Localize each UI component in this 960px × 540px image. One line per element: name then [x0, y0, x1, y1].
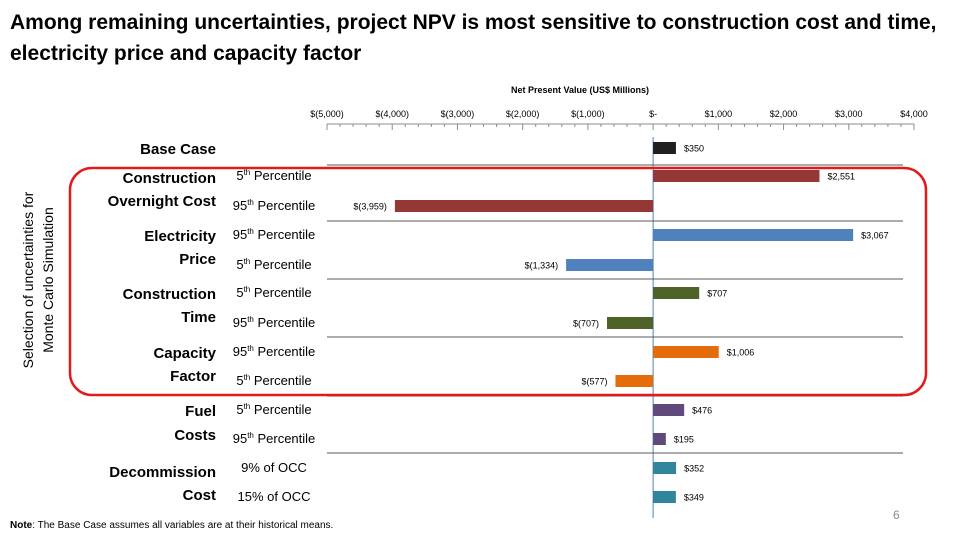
- x-tick-label: $(3,000): [441, 109, 475, 119]
- case-label: 15% of OCC: [237, 489, 311, 504]
- bar: [653, 462, 677, 474]
- case-label: 95th Percentile: [232, 315, 316, 330]
- bar-value-label: $349: [684, 493, 704, 503]
- bar-value-label: $195: [674, 435, 694, 445]
- bar: [394, 200, 654, 212]
- group-label: Overnight Cost: [107, 193, 216, 210]
- group-label: Fuel: [185, 403, 216, 420]
- bar-value-label: $1,006: [727, 348, 755, 358]
- bar-value-label: $(577): [581, 377, 607, 387]
- bar: [653, 287, 700, 299]
- highlight-box: [68, 166, 928, 397]
- x-tick-label: $1,000: [705, 109, 733, 119]
- x-tick-label: $(1,000): [571, 109, 605, 119]
- group-label: Factor: [170, 368, 216, 385]
- footnote: Note: The Base Case assumes all variable…: [10, 520, 333, 531]
- group-label: Construction: [122, 170, 216, 187]
- group-label: Costs: [174, 427, 216, 444]
- bar: [653, 491, 676, 503]
- slide-title: Among remaining uncertainties, project N…: [10, 11, 937, 65]
- x-tick-label: $-: [649, 109, 657, 119]
- group-label: Price: [179, 251, 216, 268]
- x-tick-label: $(2,000): [506, 109, 540, 119]
- bar: [653, 170, 820, 182]
- bar: [653, 346, 719, 358]
- footnote-bold: Note: [10, 520, 33, 531]
- bar-value-label: $2,551: [827, 172, 855, 182]
- bar: [606, 317, 654, 329]
- case-label: 5th Percentile: [236, 257, 312, 272]
- bar: [653, 142, 676, 154]
- group-label: Construction: [122, 286, 216, 303]
- bar: [653, 404, 685, 416]
- bar-value-label: $(3,959): [353, 202, 387, 212]
- case-label: 95th Percentile: [232, 198, 316, 213]
- case-label: 5th Percentile: [236, 373, 312, 388]
- group-label: Capacity: [153, 345, 216, 362]
- footnote-text: : The Base Case assumes all variables ar…: [32, 520, 334, 531]
- case-label: 5th Percentile: [236, 285, 312, 300]
- page-number: 6: [893, 508, 900, 522]
- group-label: Base Case: [140, 141, 216, 158]
- bar: [653, 229, 854, 241]
- x-tick-label: $4,000: [900, 109, 928, 119]
- bar-value-label: $350: [684, 144, 704, 154]
- x-tick-label: $3,000: [835, 109, 863, 119]
- case-label: 95th Percentile: [232, 344, 316, 359]
- case-label: 5th Percentile: [236, 168, 312, 183]
- bar-value-label: $707: [707, 289, 727, 299]
- case-label: 95th Percentile: [232, 431, 316, 446]
- bar: [566, 259, 654, 271]
- x-tick-label: $(4,000): [375, 109, 409, 119]
- group-label: Cost: [182, 487, 216, 504]
- group-label: Decommission: [109, 464, 216, 481]
- case-label: 95th Percentile: [232, 227, 316, 242]
- bar-value-label: $(1,334): [525, 261, 559, 271]
- x-tick-label: $2,000: [770, 109, 798, 119]
- group-label: Electricity: [144, 228, 216, 245]
- case-label: 5th Percentile: [236, 402, 312, 417]
- bar-value-label: $(707): [573, 319, 599, 329]
- axis-title: Net Present Value (US$ Millions): [510, 85, 650, 95]
- bar: [653, 433, 666, 445]
- bar-value-label: $352: [684, 464, 704, 474]
- group-label: Time: [181, 309, 216, 326]
- case-label: 9% of OCC: [241, 460, 307, 475]
- bar-value-label: $3,067: [861, 231, 889, 241]
- x-tick-label: $(5,000): [310, 109, 344, 119]
- bar-value-label: $476: [692, 406, 712, 416]
- bar: [615, 375, 654, 387]
